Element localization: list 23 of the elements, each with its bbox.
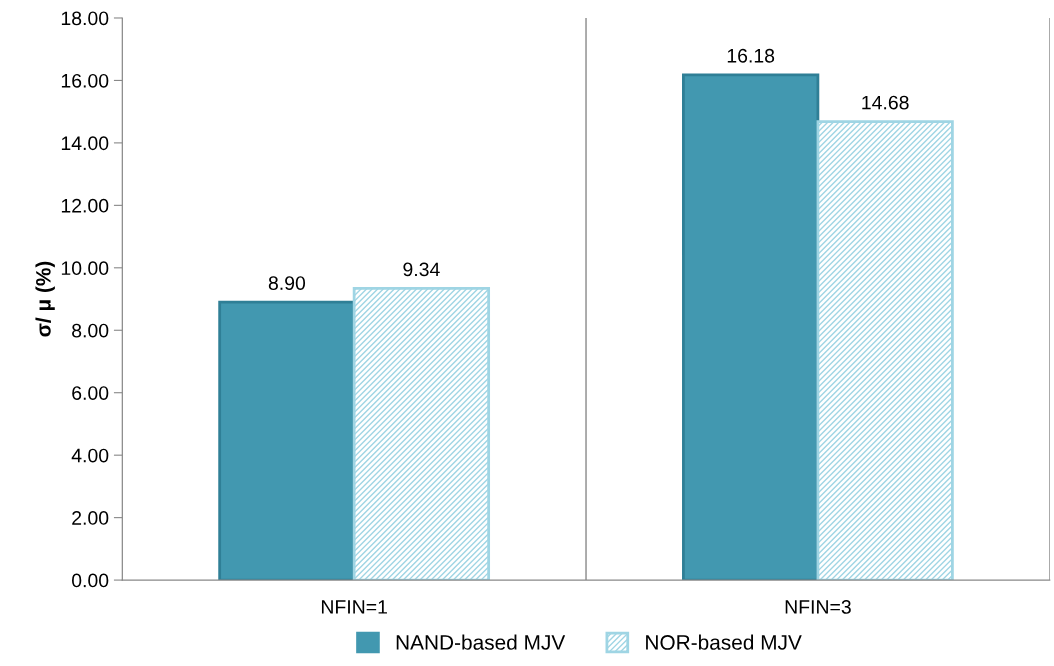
bar [352, 287, 491, 581]
y-tick-label: 0.00 [71, 573, 109, 588]
y-tick-label: 12.00 [61, 198, 109, 213]
bar [816, 120, 954, 581]
y-tick-label: 8.00 [72, 323, 109, 338]
data-label: 16.18 [727, 48, 775, 63]
y-axis-title: σ/ μ (%) [35, 261, 55, 337]
data-label: 14.68 [862, 95, 909, 110]
x-tick-label: NFIN=3 [785, 600, 851, 614]
bar [218, 300, 356, 581]
y-tick-label: 14.00 [61, 136, 109, 151]
x-tick-label: NFIN=1 [321, 600, 387, 614]
data-label: 8.90 [268, 276, 306, 290]
y-tick-label: 2.00 [72, 511, 109, 525]
legend-label: NOR-based MJV [646, 634, 802, 650]
legend-label: NAND-based MJV [396, 634, 566, 650]
y-tick-label: 6.00 [72, 386, 109, 400]
y-tick-label: 10.00 [61, 261, 109, 276]
data-label: 9.34 [403, 262, 440, 277]
bar [682, 73, 820, 581]
y-tick-label: 16.00 [61, 73, 109, 88]
y-tick-label: 18.00 [61, 11, 109, 26]
y-tick-label: 4.00 [71, 448, 109, 463]
